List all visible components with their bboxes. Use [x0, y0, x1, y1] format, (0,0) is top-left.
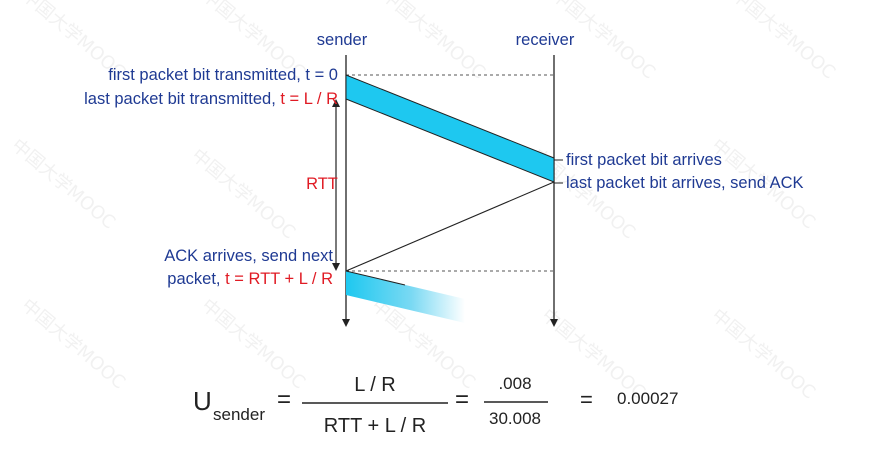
first-bit-arrives-label: first packet bit arrives	[566, 151, 722, 169]
rtt-label: RTT	[306, 175, 338, 193]
packet-transmission-band	[345, 74, 555, 183]
formula-subscript: sender	[213, 405, 265, 424]
next-packet-edge	[345, 270, 406, 286]
ack-arrives-time: t = RTT + L / R	[225, 270, 333, 288]
next-packet-band	[346, 271, 465, 323]
last-bit-transmitted-label: last packet bit transmitted, t = L / R	[84, 90, 338, 108]
ack-arrives-text: packet,	[167, 270, 225, 288]
receiver-header: receiver	[516, 31, 575, 49]
formula-equals-1: =	[277, 386, 291, 413]
first-bit-transmitted-label: first packet bit transmitted, t = 0	[108, 66, 338, 84]
sender-header: sender	[317, 31, 368, 49]
formula-equals-3: =	[580, 387, 593, 412]
formula-frac2-denominator: 30.008	[489, 409, 541, 428]
last-bit-arrives-label: last packet bit arrives, send ACK	[566, 174, 804, 192]
ack-arrives-label-line2: packet, t = RTT + L / R	[167, 270, 333, 288]
formula-u: U	[193, 386, 212, 416]
last-bit-transmitted-text: last packet bit transmitted,	[84, 90, 280, 108]
formula-equals-2: =	[455, 386, 469, 413]
ack-arrives-label-line1: ACK arrives, send next	[164, 247, 333, 265]
formula-frac1-denominator: RTT + L / R	[324, 415, 426, 437]
formula-frac1-numerator: L / R	[354, 374, 396, 396]
formula-result: 0.00027	[617, 389, 678, 408]
ack-line	[345, 181, 555, 272]
utilization-formula: U sender = L / R RTT + L / R = .008 30.0…	[193, 374, 678, 437]
last-bit-transmitted-time: t = L / R	[280, 90, 338, 108]
formula-frac2-numerator: .008	[498, 374, 531, 393]
